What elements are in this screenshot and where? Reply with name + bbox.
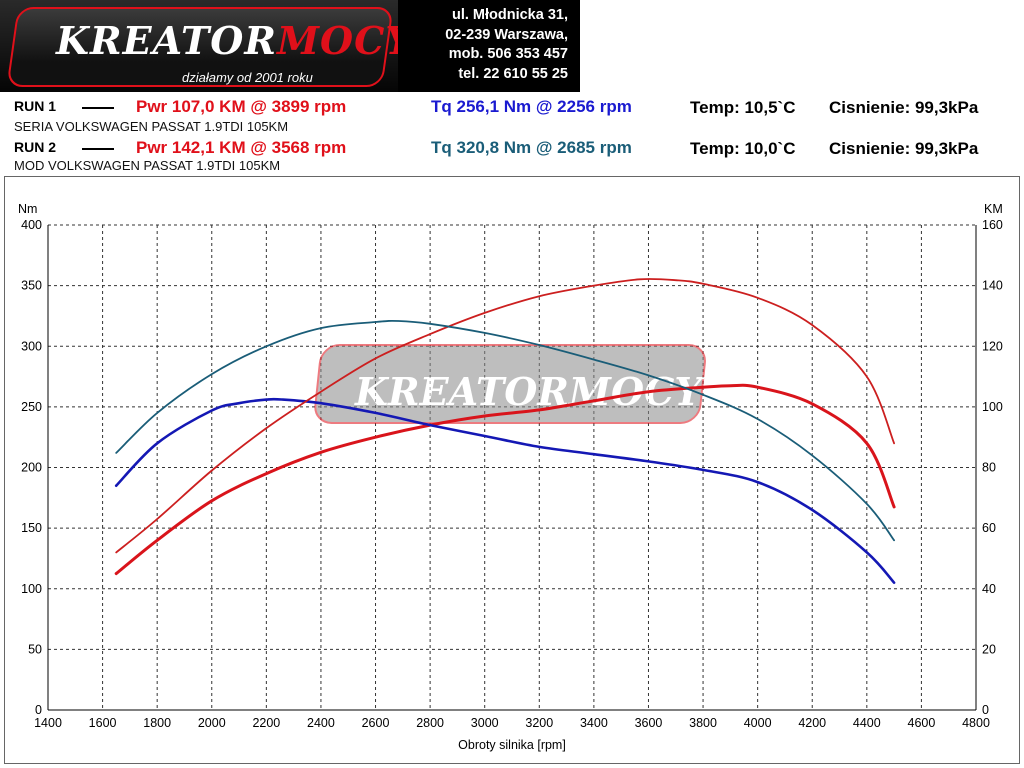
x-tick-label: 1400 <box>34 716 62 730</box>
series-line-run2-torque <box>115 319 895 542</box>
watermark-logo: KREATORMOCY <box>314 344 706 424</box>
y-right-tick-label: 100 <box>982 400 1003 414</box>
address-line: ul. Młodnicka 31, <box>451 7 568 23</box>
y-left-tick-label: 300 <box>21 339 42 353</box>
run1-description: SERIA VOLKSWAGEN PASSAT 1.9TDI 105KM <box>14 119 289 134</box>
x-tick-label: 3000 <box>471 716 499 730</box>
y-left-tick-label: 350 <box>21 279 42 293</box>
y-left-tick-label: 0 <box>35 703 42 717</box>
series-line-run1-power <box>114 383 896 576</box>
y-right-axis-label: KM <box>984 202 1003 216</box>
y-right-tick-label: 20 <box>982 642 996 656</box>
y-left-tick-label: 150 <box>21 521 42 535</box>
run2-power-summary: Pwr 142,1 KM @ 3568 rpm <box>136 138 347 157</box>
x-tick-label: 3200 <box>525 716 553 730</box>
address-line: mob. 506 353 457 <box>448 46 568 62</box>
address-line: 02-239 Warszawa, <box>445 26 568 43</box>
x-tick-label: 3800 <box>689 716 717 730</box>
y-left-tick-label: 50 <box>28 642 42 656</box>
address-line: tel. 22 610 55 25 <box>458 65 568 82</box>
x-tick-label: 2000 <box>198 716 226 730</box>
run1-power-summary: Pwr 107,0 KM @ 3899 rpm <box>136 97 347 116</box>
y-left-tick-label: 400 <box>21 218 42 232</box>
y-right-tick-label: 140 <box>982 279 1003 293</box>
run2-pressure: Cisnienie: 99,3kPa <box>829 139 979 158</box>
x-tick-label: 1800 <box>143 716 171 730</box>
logo: KREATORMOCY <box>56 18 414 63</box>
x-tick-label: 4200 <box>798 716 826 730</box>
x-tick-label: 4600 <box>908 716 936 730</box>
y-right-tick-label: 60 <box>982 521 996 535</box>
run1-legend-line <box>82 107 114 109</box>
x-axis-label: Obroty silnika [rpm] <box>458 738 566 752</box>
y-left-tick-label: 250 <box>21 400 42 414</box>
y-right-tick-label: 40 <box>982 582 996 596</box>
x-tick-label: 1600 <box>89 716 117 730</box>
y-right-tick-label: 0 <box>982 703 989 717</box>
logo-area: KREATORMOCY działamy od 2001 roku <box>0 0 412 92</box>
series-line-run2-power <box>115 278 895 554</box>
x-tick-label: 4400 <box>853 716 881 730</box>
run1-pressure: Cisnienie: 99,3kPa <box>829 98 979 117</box>
run1-torque-summary: Tq 256,1 Nm @ 2256 rpm <box>431 97 632 116</box>
x-tick-label: 2600 <box>362 716 390 730</box>
dyno-chart-frame <box>4 176 1020 764</box>
x-tick-label: 2400 <box>307 716 335 730</box>
y-right-tick-label: 160 <box>982 218 1003 232</box>
watermark-plate <box>314 344 706 424</box>
x-tick-label: 2800 <box>416 716 444 730</box>
x-tick-label: 4800 <box>962 716 990 730</box>
series-line-run1-torque <box>114 397 896 584</box>
x-tick-label: 3600 <box>635 716 663 730</box>
run1-temp: Temp: 10,5`C <box>690 98 796 117</box>
y-left-tick-label: 200 <box>21 461 42 475</box>
address-block: ul. Młodnicka 31, 02-239 Warszawa, mob. … <box>398 0 580 92</box>
run2-torque-summary: Tq 320,8 Nm @ 2685 rpm <box>431 138 632 157</box>
run1-label: RUN 1 <box>14 98 57 114</box>
y-right-tick-label: 120 <box>982 339 1003 353</box>
y-left-tick-label: 100 <box>21 582 42 596</box>
y-left-axis-label: Nm <box>18 202 37 216</box>
run2-label: RUN 2 <box>14 139 57 155</box>
x-tick-label: 4000 <box>744 716 772 730</box>
x-tick-label: 3400 <box>580 716 608 730</box>
logo-tagline: działamy od 2001 roku <box>182 70 313 85</box>
run2-temp: Temp: 10,0`C <box>690 139 796 158</box>
run2-description: MOD VOLKSWAGEN PASSAT 1.9TDI 105KM <box>14 158 281 173</box>
y-right-tick-label: 80 <box>982 461 996 475</box>
run2-legend-line <box>82 148 114 150</box>
x-tick-label: 2200 <box>252 716 280 730</box>
